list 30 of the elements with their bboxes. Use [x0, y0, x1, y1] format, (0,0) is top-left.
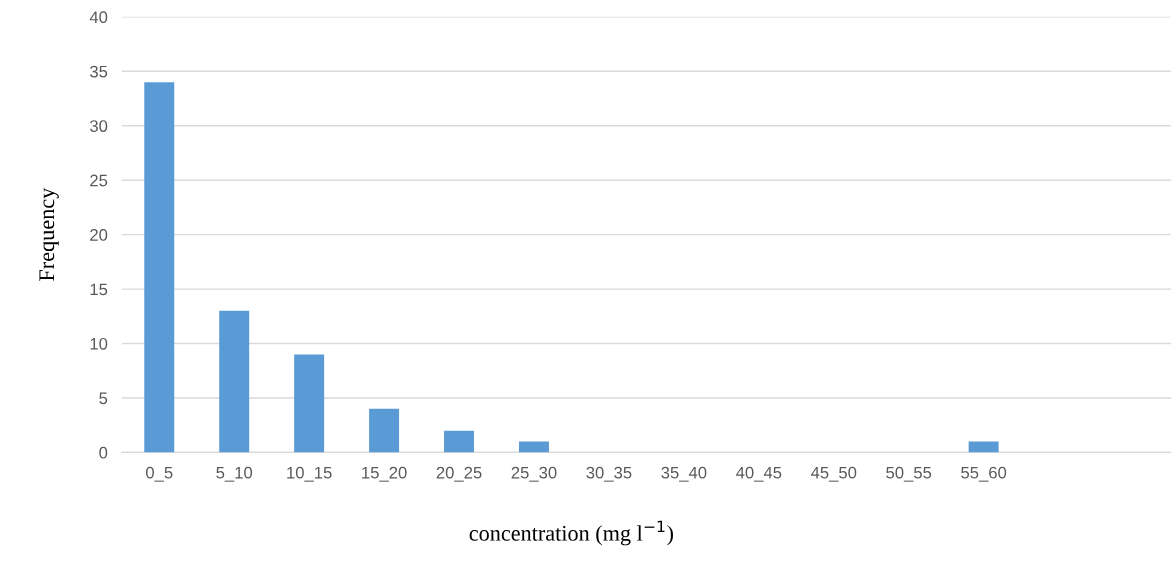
y-tick-label: 35	[89, 65, 108, 78]
x-tick-label: 5_10	[216, 466, 253, 482]
x-tick-label: 15_20	[362, 466, 407, 482]
bar	[444, 430, 475, 453]
x-tick-label: 45_50	[810, 466, 857, 482]
x-tick-label: 30_35	[586, 466, 632, 482]
y-tick-label: 10	[90, 337, 108, 350]
bar	[144, 82, 175, 453]
x-tick-label: 20_25	[436, 466, 482, 482]
y-tick-label: 0	[99, 446, 108, 459]
y-tick-label: 20	[90, 229, 108, 241]
bar	[968, 441, 999, 453]
x-axis-title: concentration (mg l$^{−1}$)	[469, 520, 673, 546]
x-tick-label: 0_5	[146, 466, 173, 482]
y-tick-label: 40	[89, 11, 108, 24]
bar	[219, 310, 250, 453]
bar	[518, 441, 549, 453]
y-tick-label: 25	[90, 174, 108, 187]
bar	[294, 354, 325, 453]
x-tick-label: 35_40	[661, 466, 707, 482]
y-tick-label: 15	[90, 283, 108, 296]
y-tick-label: 5	[99, 392, 108, 405]
x-tick-label: 25_30	[511, 466, 557, 482]
x-tick-label: 10_15	[287, 466, 332, 482]
x-tick-label: 50_55	[886, 466, 932, 482]
x-tick-label: 55_60	[961, 466, 1007, 482]
y-axis-title: Frequency	[39, 187, 59, 281]
x-tick-label: 40_45	[736, 466, 782, 482]
bar	[369, 408, 400, 453]
y-tick-label: 30	[89, 120, 108, 132]
